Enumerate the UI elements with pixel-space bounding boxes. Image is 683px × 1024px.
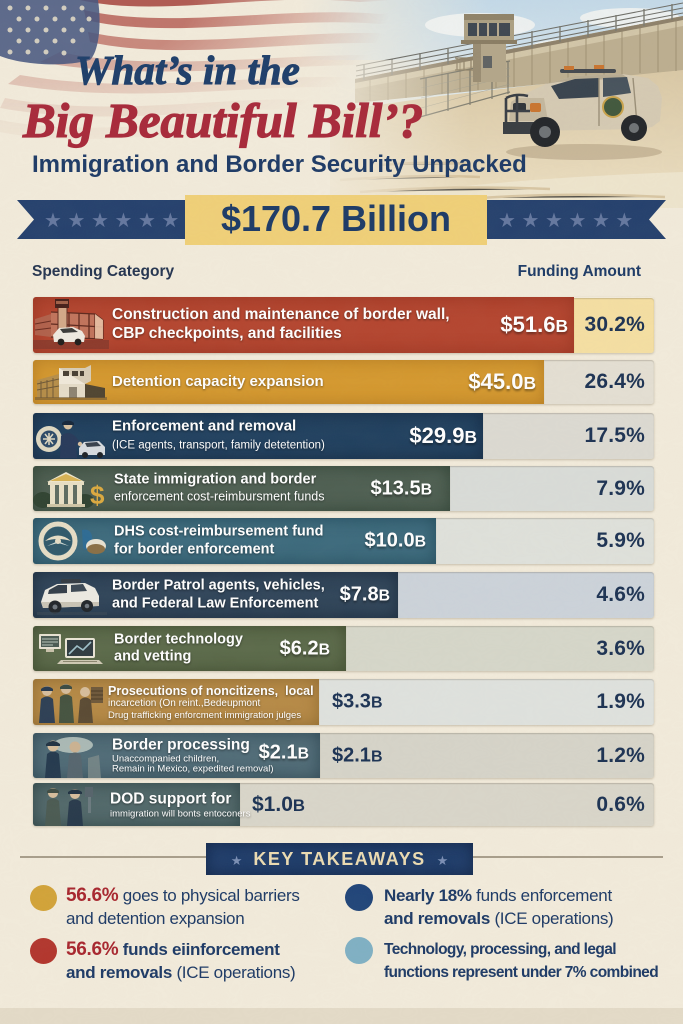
svg-text:★ ★ ★ ★ ★ ★: ★ ★ ★ ★ ★ ★ bbox=[44, 210, 179, 232]
svg-text:$170.7 Billion: $170.7 Billion bbox=[221, 198, 451, 239]
svg-text:$: $ bbox=[90, 480, 105, 510]
svg-text:★ ★ ★ ★ ★ ★: ★ ★ ★ ★ ★ ★ bbox=[498, 210, 633, 232]
